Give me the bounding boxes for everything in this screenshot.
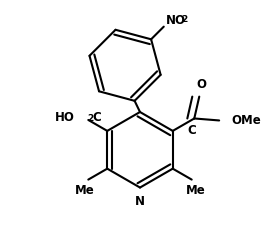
Text: O: O xyxy=(196,78,206,91)
Text: Me: Me xyxy=(74,184,94,197)
Text: NO: NO xyxy=(166,14,186,27)
Text: HO: HO xyxy=(54,111,74,124)
Text: Me: Me xyxy=(186,184,206,197)
Text: 2: 2 xyxy=(182,15,188,24)
Text: C: C xyxy=(187,124,196,137)
Text: N: N xyxy=(135,195,145,207)
Text: OMe: OMe xyxy=(231,114,261,127)
Text: 2: 2 xyxy=(87,114,93,123)
Text: C: C xyxy=(92,111,101,124)
